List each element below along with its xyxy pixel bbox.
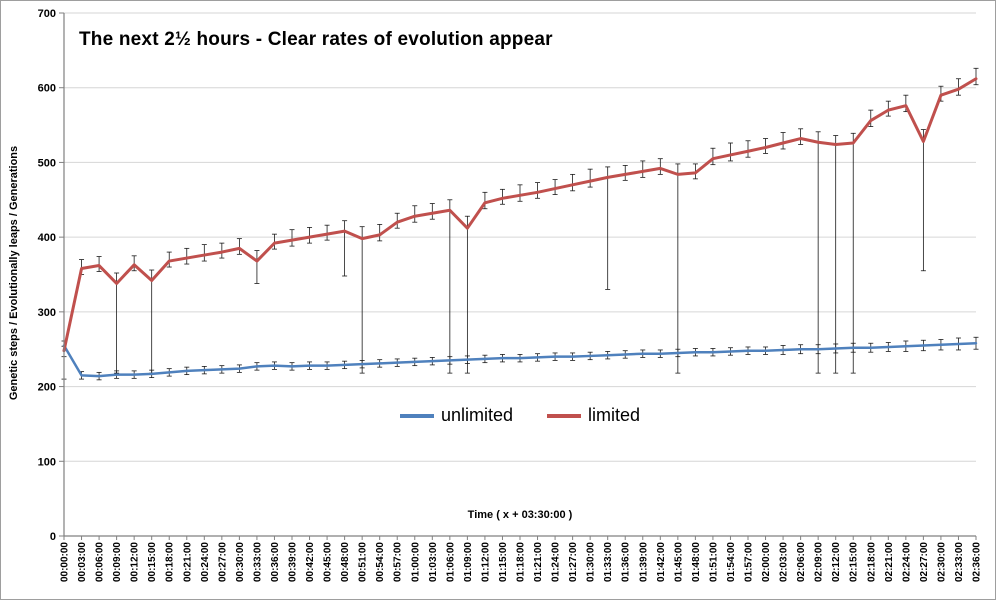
x-tick-label: 02:24:00 xyxy=(901,542,912,582)
x-tick-label: 01:27:00 xyxy=(568,542,579,582)
x-tick-label: 01:24:00 xyxy=(551,542,562,582)
series-line-unlimited xyxy=(62,341,978,378)
x-tick-label: 01:33:00 xyxy=(603,542,614,582)
legend-item-limited: limited xyxy=(547,405,640,426)
y-tick-label: 100 xyxy=(38,456,56,468)
x-tick-label: 00:09:00 xyxy=(112,542,123,582)
x-tick-label: 01:09:00 xyxy=(463,542,474,582)
x-tick-label: 00:51:00 xyxy=(358,542,369,582)
x-tick-label: 00:48:00 xyxy=(340,542,351,582)
x-tick-label: 01:12:00 xyxy=(480,542,491,582)
x-tick-label: 01:57:00 xyxy=(744,542,755,582)
y-tick-label: 0 xyxy=(50,531,56,543)
legend-item-unlimited: unlimited xyxy=(399,405,514,426)
legend: unlimited limited xyxy=(64,405,976,426)
x-tick-label: 01:42:00 xyxy=(656,542,667,582)
x-tick-label: 02:27:00 xyxy=(919,542,930,582)
legend-label-unlimited: unlimited xyxy=(440,405,514,425)
x-tick-label: 01:39:00 xyxy=(638,542,649,582)
x-tick-label: 00:39:00 xyxy=(288,542,299,582)
x-tick-label: 02:18:00 xyxy=(866,542,877,582)
x-tick-label: 02:06:00 xyxy=(796,542,807,582)
x-tick-label: 00:30:00 xyxy=(235,542,246,582)
x-tick-label: 01:36:00 xyxy=(621,542,632,582)
x-tick-label: 00:00:00 xyxy=(60,542,71,582)
y-tick-label: 500 xyxy=(38,157,56,169)
x-tick-label: 01:21:00 xyxy=(533,542,544,582)
x-tick-label: 00:45:00 xyxy=(323,542,334,582)
y-tick-label: 600 xyxy=(38,83,56,95)
chart-title: The next 2½ hours - Clear rates of evolu… xyxy=(79,29,553,50)
y-tick-label: 300 xyxy=(38,307,56,319)
x-tick-label: 02:30:00 xyxy=(936,542,947,582)
legend-swatch-unlimited xyxy=(399,413,434,418)
x-tick-label: 02:21:00 xyxy=(884,542,895,582)
x-tick-label: 02:36:00 xyxy=(972,542,983,582)
x-tick-label: 00:54:00 xyxy=(375,542,386,582)
x-tick-label: 00:06:00 xyxy=(95,542,106,582)
y-tick-label: 200 xyxy=(38,382,56,394)
y-axis-title: Genetic steps / Evolutionally leaps / Ge… xyxy=(8,145,20,401)
x-tick-label: 01:03:00 xyxy=(428,542,439,582)
x-tick-label: 00:15:00 xyxy=(147,542,158,582)
x-tick-label: 01:48:00 xyxy=(691,542,702,582)
x-tick-label: 00:12:00 xyxy=(130,542,141,582)
x-tick-label: 02:12:00 xyxy=(831,542,842,582)
x-tick-label: 02:33:00 xyxy=(954,542,965,582)
y-tick-label: 400 xyxy=(38,232,56,244)
x-tick-label: 00:03:00 xyxy=(77,542,88,582)
x-tick-label: 02:15:00 xyxy=(849,542,860,582)
x-tick-label: 01:00:00 xyxy=(410,542,421,582)
x-tick-label: 01:06:00 xyxy=(445,542,456,582)
x-tick-label: 01:51:00 xyxy=(708,542,719,582)
x-tick-label: 00:24:00 xyxy=(200,542,211,582)
legend-swatch-limited xyxy=(547,413,582,418)
x-tick-label: 01:18:00 xyxy=(516,542,527,582)
series-line-limited xyxy=(62,77,978,353)
y-tick-label: 700 xyxy=(38,8,56,20)
x-tick-label: 00:33:00 xyxy=(252,542,263,582)
x-tick-label: 01:45:00 xyxy=(673,542,684,582)
x-tick-label: 02:03:00 xyxy=(779,542,790,582)
x-tick-label: 01:15:00 xyxy=(498,542,509,582)
x-tick-label: 01:30:00 xyxy=(586,542,597,582)
x-axis-title: Time ( x + 03:30:00 ) xyxy=(467,509,573,521)
x-tick-label: 00:27:00 xyxy=(217,542,228,582)
x-tick-label: 00:18:00 xyxy=(165,542,176,582)
x-tick-label: 02:09:00 xyxy=(814,542,825,582)
x-tick-label: 02:00:00 xyxy=(761,542,772,582)
x-tick-label: 00:42:00 xyxy=(305,542,316,582)
x-tick-label: 00:21:00 xyxy=(182,542,193,582)
legend-label-limited: limited xyxy=(588,405,641,425)
x-tick-label: 01:54:00 xyxy=(726,542,737,582)
x-tick-label: 00:36:00 xyxy=(270,542,281,582)
x-tick-label: 00:57:00 xyxy=(393,542,404,582)
